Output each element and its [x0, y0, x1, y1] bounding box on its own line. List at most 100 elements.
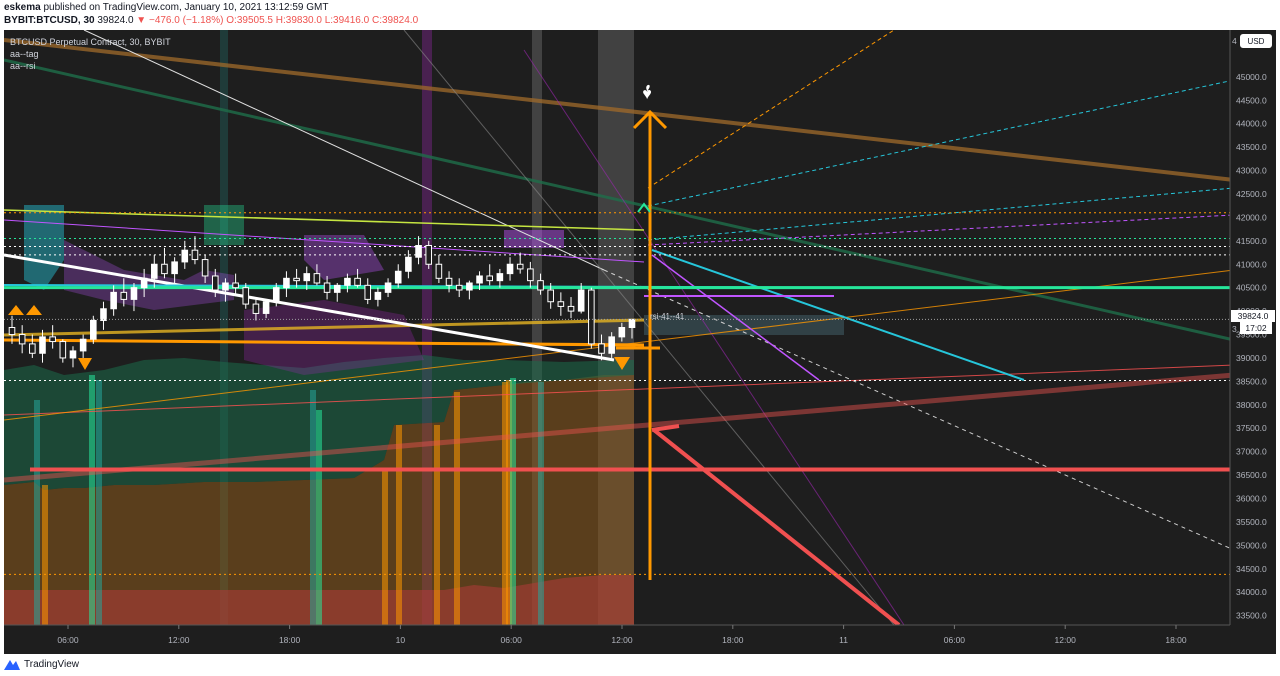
- cloud-violet-3: [504, 230, 564, 248]
- candle-body-down: [161, 263, 168, 275]
- legend-indicator-tag[interactable]: aa--tag: [10, 49, 39, 59]
- candle-body-up: [151, 263, 158, 279]
- legend-indicator-rsi[interactable]: aa--rsi: [10, 61, 36, 71]
- time-tick-label: 18:00: [722, 635, 744, 645]
- candle-body-up: [39, 336, 46, 354]
- price-tick-label: 43500.0: [1236, 142, 1267, 152]
- projection-red-solid: [652, 428, 901, 627]
- projection-cyan-solid: [651, 249, 1025, 381]
- currency-badge[interactable]: [1240, 34, 1272, 48]
- candle-body-up: [333, 284, 341, 293]
- candle-body-down: [8, 327, 16, 336]
- candle-body-up: [628, 318, 636, 328]
- trendline-violet-thin: [4, 219, 645, 263]
- time-tick-label: 12:00: [611, 635, 633, 645]
- histogram-bar: [502, 382, 508, 625]
- candle-body-down: [364, 284, 372, 300]
- publish-line: eskema published on TradingView.com, Jan…: [4, 2, 328, 13]
- price-tick-label: 36000.0: [1236, 494, 1267, 504]
- projection-cyan-dashed-2: [647, 187, 1235, 241]
- price-tick-label: 35500.0: [1236, 517, 1267, 527]
- candle-body-down: [516, 263, 524, 270]
- open-value: O:39505.5: [226, 15, 273, 26]
- sell-triangle-marker: [78, 358, 92, 370]
- candle-body-up: [394, 270, 402, 284]
- histogram-bar: [89, 375, 95, 625]
- price-tick-label: 34000.0: [1236, 587, 1267, 597]
- candle-body-up: [608, 336, 615, 354]
- projection-orange-dashed: [647, 30, 895, 189]
- price-tick-label: 42500.0: [1236, 189, 1267, 199]
- cloud-gray-right: [644, 315, 844, 335]
- price-tick-label: 44000.0: [1236, 119, 1267, 129]
- candle-body-up: [272, 287, 280, 303]
- candle-body-down: [232, 282, 239, 289]
- low-value: L:39416.0: [324, 15, 370, 26]
- trendline-lime: [4, 209, 645, 231]
- price-tick-label: 44500.0: [1236, 95, 1267, 105]
- price-tick-label: 33500.0: [1236, 611, 1267, 621]
- high-value: H:39830.0: [275, 15, 322, 26]
- trendline-orange-flat: [4, 338, 645, 347]
- price-tick-label: 43000.0: [1236, 166, 1267, 176]
- candle-body-down: [486, 275, 494, 282]
- candle-body-up: [374, 291, 382, 300]
- candle-body-up: [506, 263, 514, 275]
- price-tick-label: 36500.0: [1236, 470, 1267, 480]
- time-tick-label: 12:00: [168, 635, 190, 645]
- chart-legend: BTCUSD Perpetual Contract, 30, BYBIT aa-…: [10, 36, 171, 72]
- trendline-violet-faint: [523, 49, 905, 626]
- candle-body-down: [588, 289, 595, 345]
- trendline-yellow: [4, 318, 645, 337]
- countdown-text: 17:02: [1245, 323, 1267, 333]
- projection-cyan-dashed: [647, 79, 1235, 207]
- candle-body-up: [222, 282, 229, 291]
- histogram-bar: [310, 390, 316, 625]
- candle-body-down: [120, 291, 128, 300]
- time-axis-ticks: 06:00 12:00 18:00 10 06:00 12:00 18:00 11 06:00 1…: [57, 625, 1187, 645]
- histogram-bar: [538, 382, 544, 625]
- candle-body-up: [100, 308, 107, 321]
- time-tick-label: 11: [839, 635, 848, 645]
- trendline-brown: [4, 38, 1235, 182]
- time-tick-label: 12:00: [1055, 635, 1077, 645]
- sell-triangle-marker: [614, 357, 630, 370]
- projection-violet-solid: [651, 254, 820, 381]
- last-price-tag-text: 39824.0: [1238, 311, 1269, 321]
- author-name[interactable]: eskema: [4, 2, 41, 13]
- chart-canvas[interactable]: ♥ rsi-41--41 33500.0 34000.0 34500.0 35000.…: [4, 30, 1276, 654]
- price-tick-label: 39500.0: [1236, 330, 1267, 340]
- candle-body-up: [476, 275, 483, 284]
- chart-area[interactable]: ♥ rsi-41--41 33500.0 34000.0 34500.0 35000.…: [4, 30, 1276, 654]
- candle-body-down: [547, 289, 554, 303]
- price-axis-ticks: 33500.0 34000.0 34500.0 35000.0 35500.0 36000…: [1236, 72, 1267, 621]
- target-arrow-head: [632, 109, 668, 130]
- candle-body-down: [293, 277, 300, 282]
- time-tick-label: 06:00: [944, 635, 966, 645]
- candle-body-up: [384, 282, 392, 293]
- candle-body-up: [283, 277, 290, 289]
- histogram-bar: [382, 470, 388, 625]
- candles: [4, 236, 1230, 368]
- buy-triangle-marker: [8, 305, 24, 315]
- candle-body-up: [181, 249, 189, 263]
- buy-triangle-marker: [26, 305, 42, 315]
- candle-body-down: [18, 334, 26, 345]
- candle-body-down: [211, 275, 219, 291]
- heart-icon: [646, 84, 650, 92]
- time-tick-label: 06:00: [501, 635, 523, 645]
- price-tick-label: 45000.0: [1236, 72, 1267, 82]
- cloud-cyan: [24, 205, 64, 290]
- histogram-bars: [34, 375, 544, 625]
- heart-glyph-icon: ♥: [642, 86, 652, 103]
- session-band: [220, 30, 228, 625]
- candle-body-up: [577, 289, 585, 312]
- histogram-bar: [42, 485, 48, 625]
- legend-title[interactable]: BTCUSD Perpetual Contract, 30, BYBIT: [10, 37, 171, 47]
- time-tick-label: 06:00: [57, 635, 79, 645]
- candle-body-up: [466, 282, 473, 291]
- time-axis-bg[interactable]: [4, 625, 1276, 654]
- close-value: C:39824.0: [371, 15, 419, 26]
- last-price-tag: [1231, 310, 1275, 322]
- candle-body-down: [323, 282, 331, 293]
